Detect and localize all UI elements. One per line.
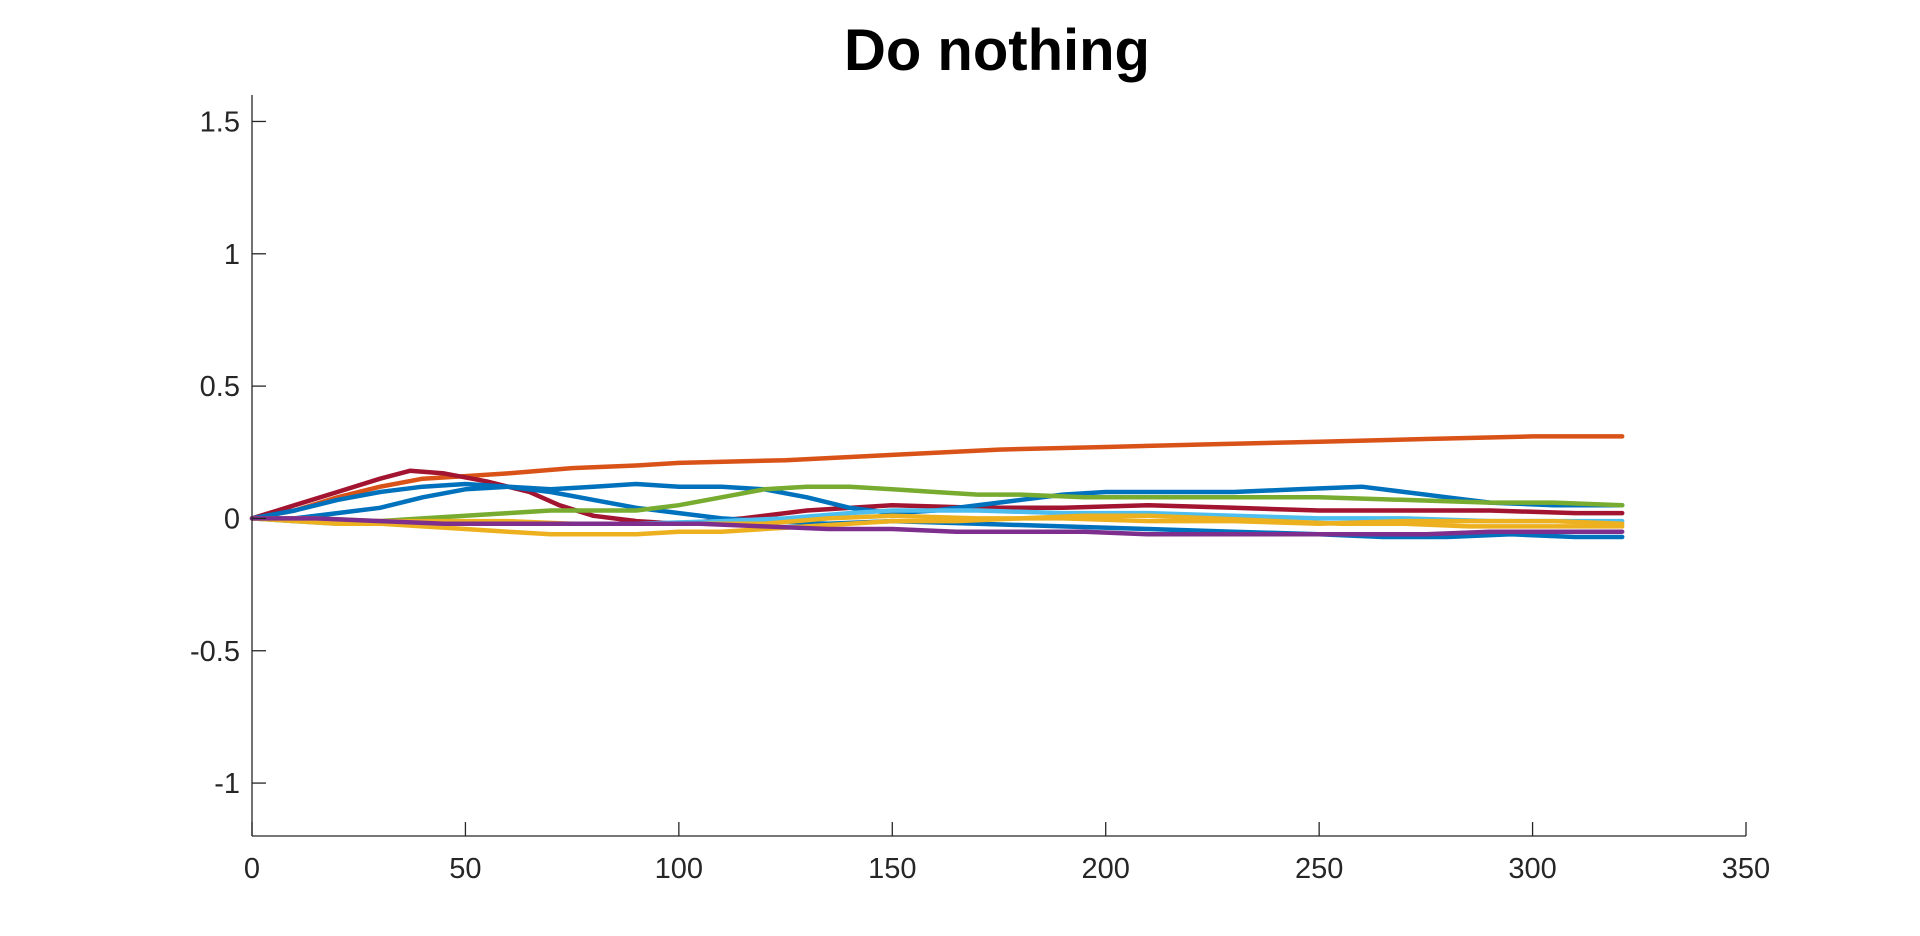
axes: 0 50 100 150 200 250 300 350 -1 -0.5 0 0.5 1 1.5 bbox=[190, 95, 1770, 885]
series-line-3 bbox=[249, 481, 1625, 521]
chart-title: Do nothing bbox=[844, 18, 1150, 83]
y-tick-label: 0.5 bbox=[200, 371, 240, 403]
y-tick-label: -1 bbox=[214, 768, 240, 800]
x-tick-label: 50 bbox=[449, 853, 481, 885]
x-tick-label: 200 bbox=[1082, 853, 1130, 885]
x-tick-label: 350 bbox=[1722, 853, 1770, 885]
x-tick-label: 300 bbox=[1508, 853, 1556, 885]
y-tick-label: 1 bbox=[224, 239, 240, 271]
y-tick-label: -0.5 bbox=[190, 636, 240, 668]
series-layer bbox=[249, 434, 1625, 540]
x-tick-label: 100 bbox=[655, 853, 703, 885]
x-tick-label: 0 bbox=[244, 853, 260, 885]
series-line-8 bbox=[249, 513, 1625, 526]
series-line-5 bbox=[249, 484, 1625, 524]
y-tick-label: 0 bbox=[224, 503, 240, 535]
series-line-9 bbox=[249, 516, 1625, 537]
y-tick-label: 1.5 bbox=[200, 106, 240, 138]
x-tick-label: 150 bbox=[868, 853, 916, 885]
x-tick-label: 250 bbox=[1295, 853, 1343, 885]
series-line-1 bbox=[249, 434, 1625, 521]
